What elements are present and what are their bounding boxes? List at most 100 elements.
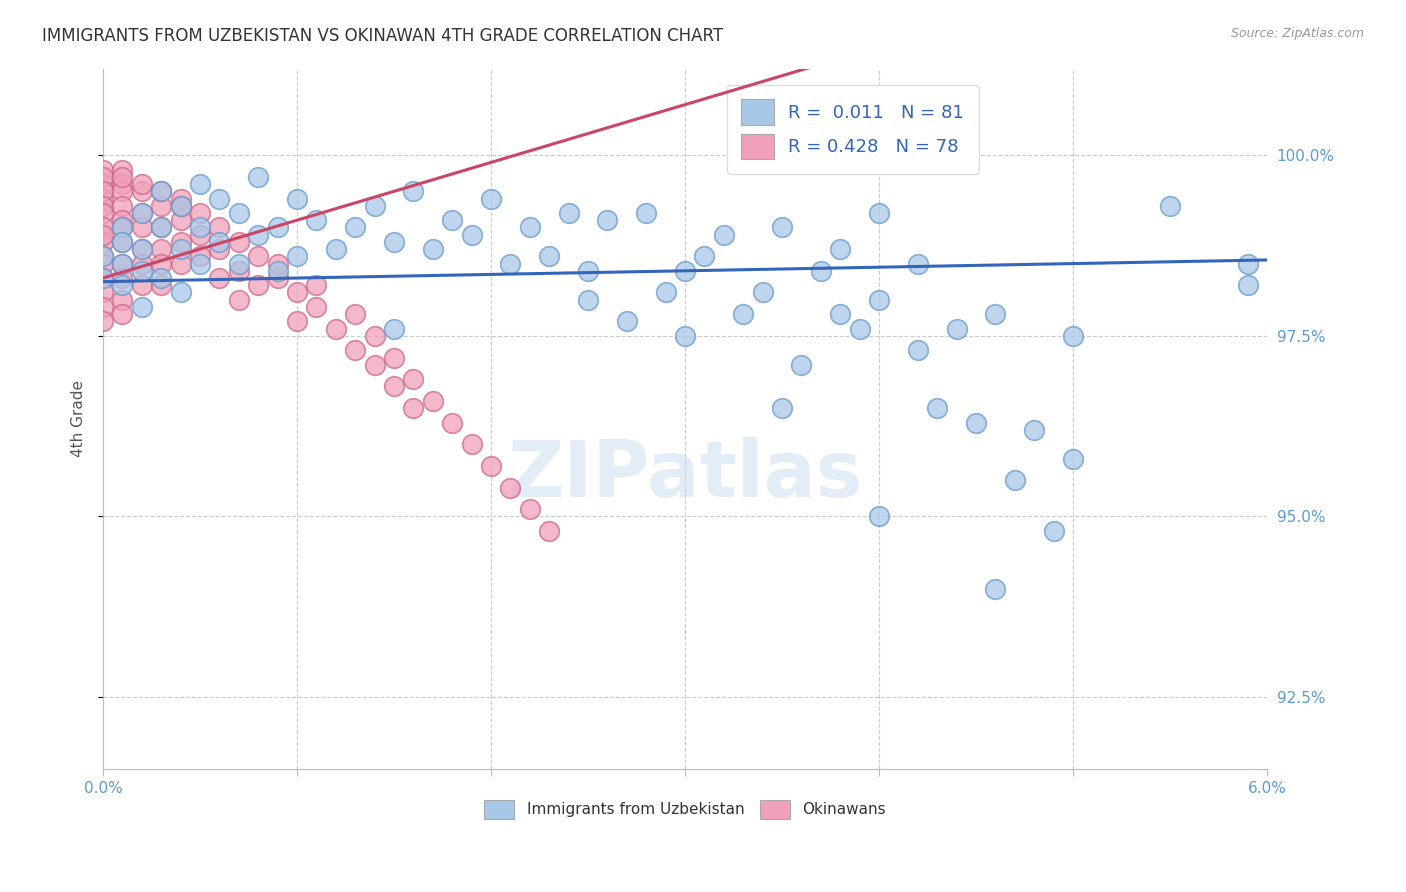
Point — [538, 524, 561, 538]
Point — [91, 314, 114, 328]
Point — [673, 264, 696, 278]
Point — [169, 256, 191, 270]
Point — [208, 271, 231, 285]
Point — [208, 220, 231, 235]
Point — [111, 220, 134, 235]
Point — [228, 293, 250, 307]
Point — [188, 220, 211, 235]
Point — [422, 242, 444, 256]
Text: Source: ZipAtlas.com: Source: ZipAtlas.com — [1230, 27, 1364, 40]
Point — [868, 509, 890, 524]
Point — [285, 314, 308, 328]
Point — [228, 206, 250, 220]
Point — [111, 220, 134, 235]
Point — [228, 264, 250, 278]
Point — [790, 358, 813, 372]
Point — [91, 169, 114, 184]
Point — [111, 162, 134, 177]
Point — [382, 321, 405, 335]
Point — [247, 227, 270, 242]
Point — [576, 264, 599, 278]
Point — [150, 256, 173, 270]
Point — [247, 169, 270, 184]
Point — [111, 185, 134, 199]
Point — [131, 242, 153, 256]
Point — [111, 177, 134, 191]
Point — [770, 401, 793, 415]
Point — [927, 401, 949, 415]
Point — [111, 307, 134, 321]
Point — [363, 358, 385, 372]
Point — [499, 256, 522, 270]
Point — [150, 185, 173, 199]
Point — [1042, 524, 1064, 538]
Point — [693, 249, 716, 263]
Point — [636, 206, 658, 220]
Point — [984, 307, 1007, 321]
Point — [713, 227, 735, 242]
Point — [111, 293, 134, 307]
Point — [131, 206, 153, 220]
Point — [1004, 473, 1026, 487]
Point — [266, 256, 288, 270]
Point — [266, 220, 288, 235]
Point — [907, 256, 929, 270]
Point — [247, 249, 270, 263]
Point — [868, 293, 890, 307]
Point — [519, 502, 541, 516]
Point — [111, 256, 134, 270]
Point — [538, 249, 561, 263]
Point — [751, 285, 773, 300]
Point — [91, 192, 114, 206]
Point — [131, 242, 153, 256]
Point — [91, 185, 114, 199]
Point — [830, 242, 852, 256]
Point — [111, 213, 134, 227]
Point — [169, 192, 191, 206]
Point — [150, 242, 173, 256]
Point — [1236, 256, 1258, 270]
Point — [169, 213, 191, 227]
Text: ZIPatlas: ZIPatlas — [508, 437, 862, 513]
Point — [111, 199, 134, 213]
Point — [422, 393, 444, 408]
Point — [188, 249, 211, 263]
Point — [111, 256, 134, 270]
Point — [228, 235, 250, 249]
Point — [596, 213, 619, 227]
Point — [91, 235, 114, 249]
Point — [460, 437, 482, 451]
Point — [868, 206, 890, 220]
Point — [131, 278, 153, 293]
Point — [111, 235, 134, 249]
Point — [344, 307, 367, 321]
Point — [91, 249, 114, 263]
Point — [848, 321, 870, 335]
Point — [169, 199, 191, 213]
Point — [285, 285, 308, 300]
Point — [266, 264, 288, 278]
Point — [91, 199, 114, 213]
Point — [111, 169, 134, 184]
Point — [557, 206, 579, 220]
Point — [91, 271, 114, 285]
Point — [1236, 278, 1258, 293]
Point — [131, 177, 153, 191]
Point — [169, 199, 191, 213]
Point — [169, 285, 191, 300]
Point — [830, 307, 852, 321]
Point — [208, 235, 231, 249]
Point — [616, 314, 638, 328]
Point — [150, 220, 173, 235]
Point — [247, 278, 270, 293]
Point — [382, 235, 405, 249]
Point — [150, 220, 173, 235]
Point — [402, 185, 425, 199]
Point — [673, 328, 696, 343]
Point — [131, 300, 153, 314]
Point — [131, 185, 153, 199]
Point — [479, 192, 502, 206]
Point — [325, 321, 347, 335]
Point — [111, 235, 134, 249]
Point — [91, 249, 114, 263]
